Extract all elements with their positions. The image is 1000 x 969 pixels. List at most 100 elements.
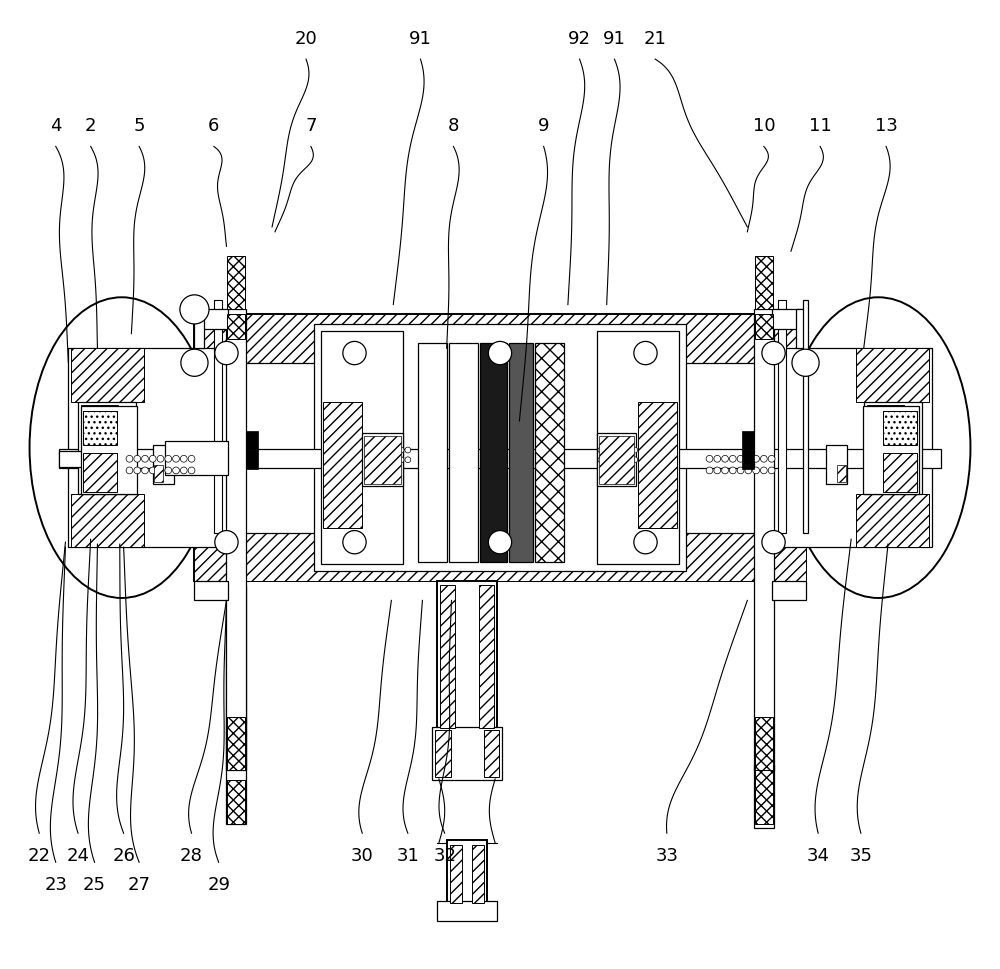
Ellipse shape	[786, 298, 970, 599]
Circle shape	[385, 457, 390, 463]
Circle shape	[157, 468, 164, 475]
Text: 23: 23	[44, 875, 67, 892]
Text: 27: 27	[128, 875, 151, 892]
Bar	[194, 315, 806, 363]
Bar	[754, 766, 774, 828]
Circle shape	[706, 456, 713, 463]
Bar	[597, 331, 679, 564]
Bar	[321, 331, 403, 564]
Circle shape	[157, 456, 164, 463]
Bar	[154, 465, 163, 483]
Circle shape	[722, 468, 728, 475]
Circle shape	[792, 350, 819, 377]
Text: 10: 10	[753, 117, 775, 135]
Circle shape	[149, 456, 156, 463]
Circle shape	[180, 296, 209, 325]
Bar	[796, 310, 806, 349]
Circle shape	[126, 456, 133, 463]
Circle shape	[488, 531, 512, 554]
Bar	[59, 452, 83, 467]
Text: 91: 91	[603, 30, 626, 47]
Text: 92: 92	[568, 30, 591, 47]
Circle shape	[488, 342, 512, 365]
Bar	[755, 315, 773, 339]
Bar	[867, 406, 904, 491]
Bar	[742, 451, 754, 470]
Circle shape	[753, 456, 759, 463]
Bar	[314, 325, 686, 572]
Circle shape	[632, 448, 638, 453]
Circle shape	[745, 456, 752, 463]
Bar	[59, 450, 941, 469]
Bar	[227, 717, 245, 770]
Bar	[246, 451, 258, 470]
Circle shape	[405, 448, 411, 453]
Bar	[755, 717, 773, 770]
Text: 33: 33	[655, 846, 678, 863]
Bar	[418, 344, 447, 562]
Circle shape	[714, 456, 721, 463]
Bar	[78, 402, 136, 494]
Text: 25: 25	[83, 875, 106, 892]
Bar	[754, 310, 774, 770]
Circle shape	[722, 456, 728, 463]
Circle shape	[768, 456, 775, 463]
Circle shape	[165, 468, 172, 475]
Circle shape	[760, 468, 767, 475]
Circle shape	[634, 342, 657, 365]
Bar	[509, 344, 533, 562]
Bar	[362, 433, 403, 486]
Text: 11: 11	[809, 117, 831, 135]
Text: 13: 13	[875, 117, 897, 135]
Text: 29: 29	[207, 875, 230, 892]
Text: 32: 32	[433, 846, 456, 863]
Bar	[863, 407, 919, 494]
Bar	[864, 402, 922, 494]
Circle shape	[343, 531, 366, 554]
Bar	[837, 465, 846, 483]
Circle shape	[371, 457, 377, 463]
Circle shape	[768, 468, 775, 475]
Circle shape	[126, 468, 133, 475]
Circle shape	[391, 457, 397, 463]
Bar	[437, 581, 497, 732]
Bar	[214, 300, 222, 533]
Bar	[597, 433, 636, 486]
Circle shape	[215, 531, 238, 554]
Text: 24: 24	[67, 846, 90, 863]
Bar	[781, 349, 932, 547]
Circle shape	[149, 468, 156, 475]
Circle shape	[625, 448, 631, 453]
Circle shape	[612, 448, 617, 453]
Bar	[856, 349, 929, 402]
Circle shape	[188, 468, 195, 475]
Text: 7: 7	[305, 117, 317, 135]
Circle shape	[405, 457, 411, 463]
Bar	[227, 315, 245, 339]
Text: 8: 8	[448, 117, 459, 135]
Text: 5: 5	[133, 117, 145, 135]
Text: 4: 4	[50, 117, 61, 135]
Bar	[81, 406, 118, 491]
Circle shape	[142, 468, 148, 475]
Circle shape	[371, 448, 377, 453]
Circle shape	[598, 457, 604, 463]
Bar	[437, 901, 497, 921]
Bar	[778, 300, 786, 533]
Bar	[755, 257, 773, 310]
Bar	[194, 315, 806, 581]
Text: 31: 31	[396, 846, 419, 863]
Circle shape	[343, 342, 366, 365]
Circle shape	[142, 456, 148, 463]
Circle shape	[378, 448, 384, 453]
Text: 6: 6	[208, 117, 220, 135]
Circle shape	[181, 350, 208, 377]
Circle shape	[706, 468, 713, 475]
Text: 9: 9	[538, 117, 549, 135]
Ellipse shape	[30, 298, 214, 599]
Text: 28: 28	[180, 846, 203, 863]
Bar	[81, 407, 137, 494]
Bar	[883, 412, 917, 446]
Text: 34: 34	[807, 846, 830, 863]
Bar	[480, 344, 507, 562]
